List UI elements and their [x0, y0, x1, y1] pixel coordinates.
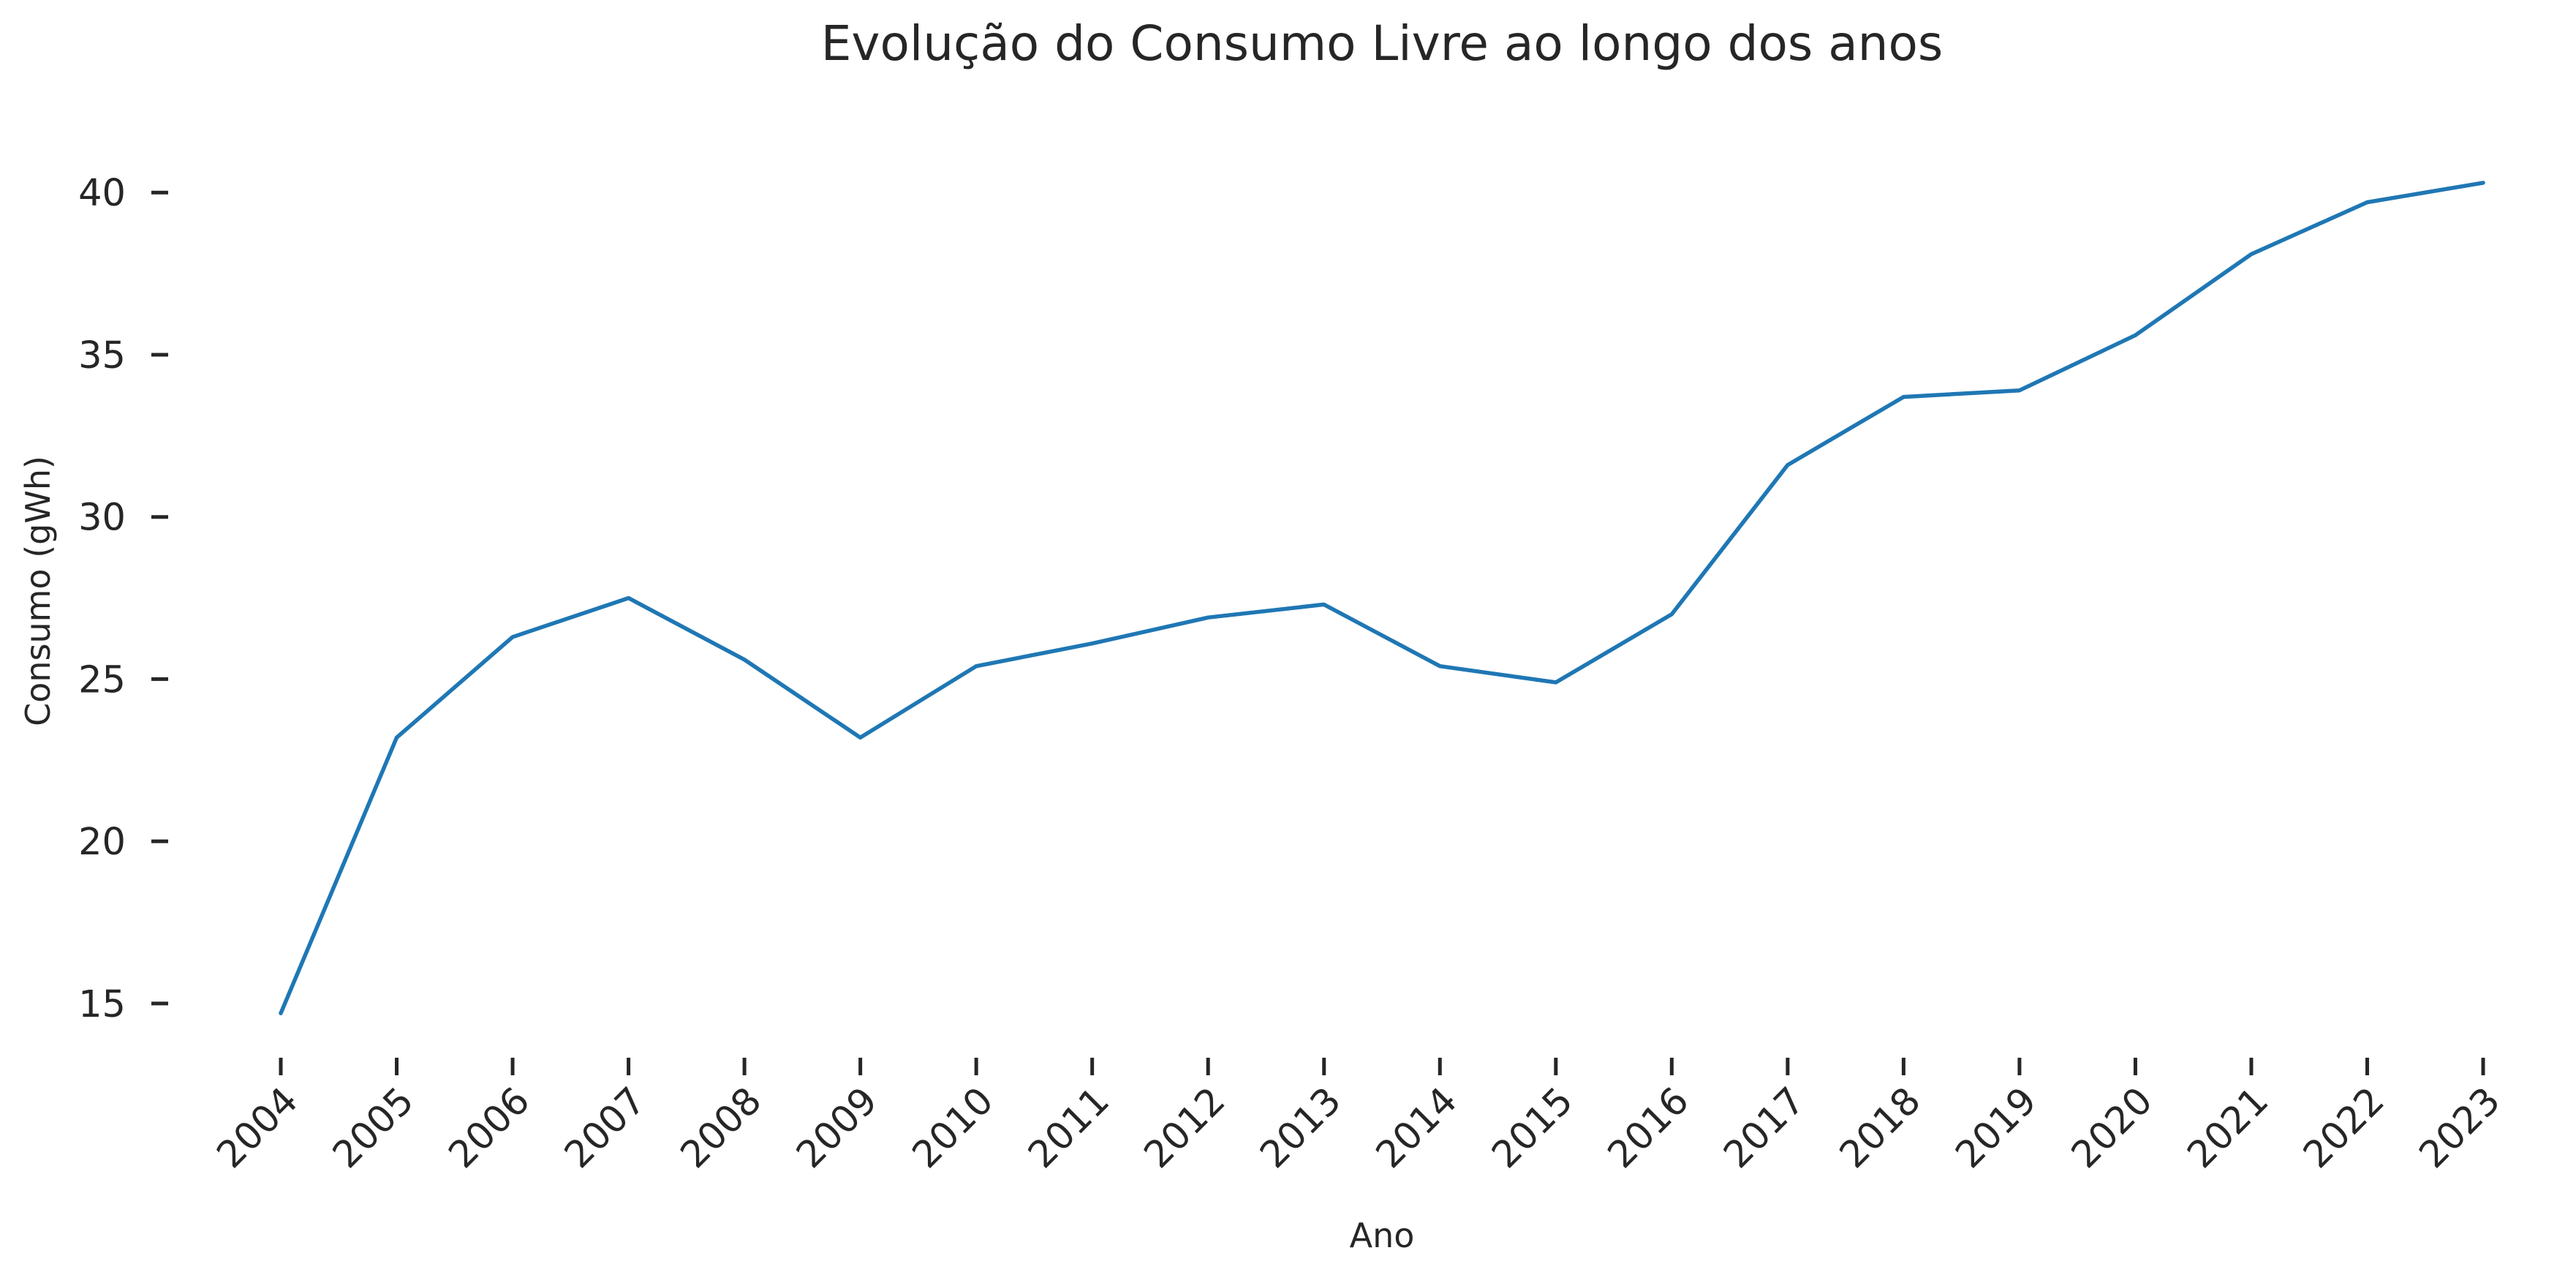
x-tick-label: 2010 — [904, 1079, 1002, 1176]
y-tick-label: 30 — [78, 497, 126, 540]
y-tick-label: 40 — [78, 172, 126, 215]
y-tick-label: 35 — [78, 334, 126, 377]
y-tick-label: 25 — [78, 658, 126, 701]
x-tick-label: 2008 — [673, 1079, 770, 1176]
x-tick-label: 2019 — [1948, 1079, 2045, 1176]
chart-title: Evolução do Consumo Livre ao longo dos a… — [821, 15, 1944, 72]
x-tick-label: 2004 — [209, 1079, 306, 1176]
x-tick-label: 2013 — [1252, 1079, 1349, 1176]
x-tick-label: 2007 — [556, 1079, 654, 1176]
x-tick-label: 2016 — [1600, 1079, 1697, 1176]
x-axis-ticks: 2004 2005 2006 2007 2008 2009 2010 2011 2012 2013… — [209, 1058, 2509, 1177]
x-tick-label: 2006 — [441, 1079, 538, 1176]
y-axis-ticks: 15 20 25 30 35 40 — [78, 172, 168, 1026]
x-tick-label: 2015 — [1484, 1079, 1581, 1176]
x-tick-label: 2014 — [1368, 1079, 1465, 1176]
x-tick-label: 2018 — [1832, 1079, 1929, 1176]
series-line — [279, 181, 2485, 1015]
x-axis-label: Ano — [1350, 1216, 1415, 1255]
x-tick-label: 2011 — [1020, 1079, 1117, 1176]
x-tick-label: 2023 — [2411, 1079, 2509, 1176]
x-tick-label: 2005 — [325, 1079, 422, 1176]
x-tick-label: 2020 — [2063, 1079, 2161, 1176]
x-tick-label: 2009 — [788, 1079, 885, 1176]
y-tick-label: 15 — [78, 983, 126, 1026]
x-tick-label: 2017 — [1716, 1079, 1813, 1176]
x-tick-label: 2022 — [2295, 1079, 2392, 1176]
y-tick-label: 20 — [78, 821, 126, 864]
x-tick-label: 2012 — [1136, 1079, 1234, 1176]
y-axis-label: Consumo (gWh) — [18, 456, 58, 726]
x-tick-label: 2021 — [2180, 1079, 2277, 1176]
series-group — [279, 181, 2485, 1015]
